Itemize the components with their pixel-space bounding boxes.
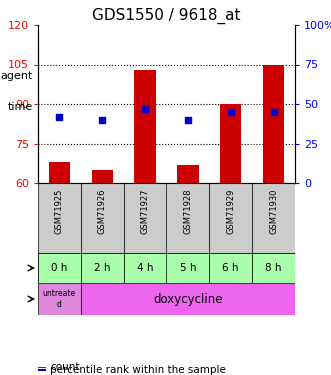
Bar [38,253,81,283]
Bar [220,104,241,183]
Point [57,114,62,120]
Text: 8 h: 8 h [265,263,282,273]
Text: time: time [8,102,33,112]
Bar [252,183,295,253]
Text: 5 h: 5 h [180,263,196,273]
Bar [166,183,209,253]
Bar [38,367,46,368]
Text: 6 h: 6 h [222,263,239,273]
Text: GSM71927: GSM71927 [141,189,150,234]
Text: 2 h: 2 h [94,263,111,273]
Bar [81,183,124,253]
Point [142,106,148,112]
Bar [38,283,81,315]
Text: GSM71925: GSM71925 [55,189,64,234]
Text: untreate
d: untreate d [43,289,76,309]
Bar [81,253,124,283]
Point [185,117,191,123]
Text: GDS1550 / 9618_at: GDS1550 / 9618_at [92,8,241,24]
Text: doxycycline: doxycycline [153,292,223,306]
Bar [209,183,252,253]
Bar [177,165,199,183]
Bar [92,170,113,183]
Bar [38,183,81,253]
Bar [49,162,70,183]
Bar [252,253,295,283]
Text: GSM71926: GSM71926 [98,189,107,234]
Text: 4 h: 4 h [137,263,153,273]
Text: agent: agent [1,71,33,81]
Text: 0 h: 0 h [51,263,68,273]
Bar [124,253,166,283]
Bar [124,183,166,253]
Text: count: count [50,362,79,372]
Bar [263,64,284,183]
Text: percentile rank within the sample: percentile rank within the sample [50,365,226,375]
Text: GSM71928: GSM71928 [183,189,192,234]
Bar [134,70,156,183]
Bar [81,283,295,315]
Point [228,109,233,115]
Bar [209,253,252,283]
Text: GSM71929: GSM71929 [226,189,235,234]
Point [100,117,105,123]
Text: GSM71930: GSM71930 [269,189,278,234]
Point [271,109,276,115]
Bar [166,253,209,283]
Bar [38,369,46,370]
